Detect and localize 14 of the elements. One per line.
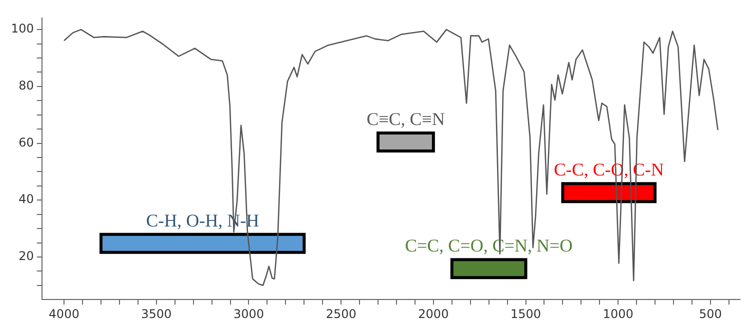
y-tick-label: 20: [18, 249, 34, 264]
x-tick-label: 2000: [418, 306, 449, 321]
x-tick-label: 1000: [602, 306, 634, 321]
band-label: C≡C, C≡N: [366, 109, 445, 130]
y-tick-label: 80: [18, 78, 34, 93]
y-tick-label: 100: [11, 22, 34, 36]
x-tick-label: 4000: [48, 306, 80, 321]
x-tick-label: 2500: [326, 306, 356, 321]
y-tick-label: 40: [18, 192, 34, 206]
x-tick-label: 1500: [510, 306, 542, 321]
x-tick-label: 500: [699, 306, 722, 321]
y-tick-label: 60: [18, 135, 34, 150]
x-tick-label: 3500: [141, 306, 172, 321]
x-tick-label: 3000: [233, 306, 264, 321]
